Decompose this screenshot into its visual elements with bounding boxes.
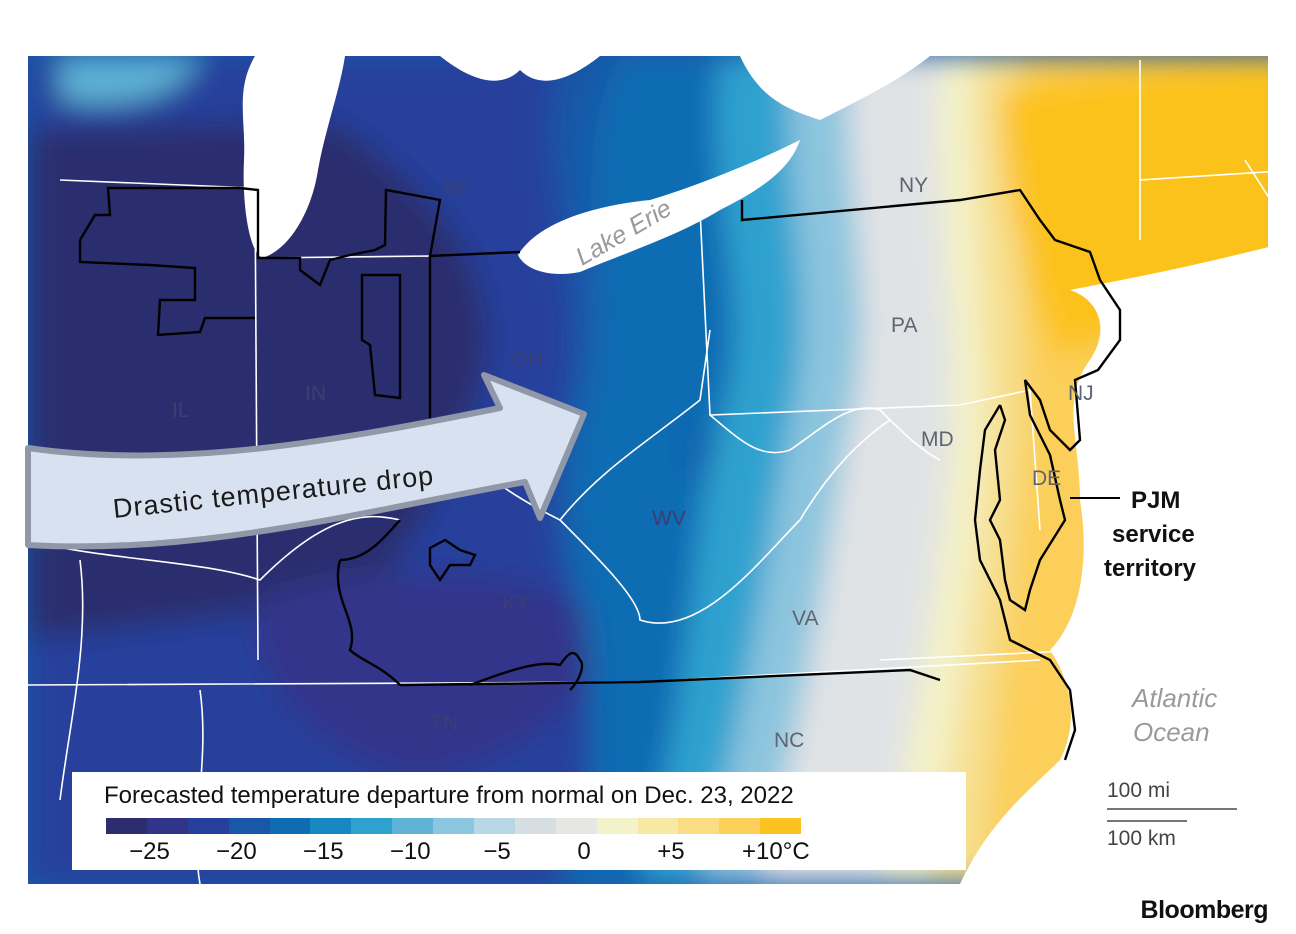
bloomberg-logo: Bloomberg [1141, 896, 1268, 924]
legend-tick-label: −10 [389, 838, 431, 865]
pjm-label-line2: service [1112, 521, 1195, 548]
state-label-tn: TN [430, 712, 458, 735]
legend-swatch [392, 818, 434, 834]
legend-swatch [433, 818, 475, 834]
legend-swatch [269, 818, 311, 834]
ocean-label-line1: Atlantic [1130, 683, 1217, 713]
state-label-oh: OH [511, 348, 543, 371]
legend-title: Forecasted temperature departure from no… [104, 782, 794, 809]
state-label-wv: WV [652, 507, 686, 530]
legend-tick-label: 0 [577, 838, 591, 865]
legend-swatch [555, 818, 597, 834]
state-label-de: DE [1032, 467, 1061, 490]
legend-swatch [474, 818, 515, 834]
state-label-mi: MI [443, 177, 466, 200]
scale-bar: 100 mi 100 km [1107, 779, 1237, 850]
state-label-md: MD [921, 428, 954, 451]
pjm-label-line1: PJM [1131, 487, 1180, 514]
legend-swatch [228, 818, 270, 834]
state-label-va: VA [792, 607, 818, 630]
state-label-pa: PA [891, 314, 917, 337]
legend-tick-label: −25 [129, 838, 170, 865]
legend-swatch [637, 818, 679, 834]
state-label-in: IN [305, 382, 326, 405]
legend-swatch [678, 818, 720, 834]
legend-swatch [719, 818, 761, 834]
pjm-border [78, 186, 1122, 761]
legend-swatch [596, 818, 638, 834]
state-label-il: IL [172, 399, 190, 422]
legend-tick-label: +5 [657, 838, 685, 865]
state-label-nc: NC [774, 729, 804, 752]
scale-miles-label: 100 mi [1107, 779, 1170, 802]
legend-tick-label: −20 [216, 838, 257, 865]
pjm-label-line3: territory [1104, 555, 1197, 582]
legend-tick-label: −15 [302, 838, 344, 865]
state-label-ny: NY [899, 174, 928, 197]
legend-ticks: −25 −20 −15 −10 −5 0 +5 +10°C [106, 838, 810, 866]
state-label-ky: KY [502, 592, 530, 615]
ocean-label-line2: Ocean [1133, 717, 1210, 747]
legend-swatch [187, 818, 229, 834]
scale-km-label: 100 km [1107, 827, 1176, 850]
legend: Forecasted temperature departure from no… [72, 772, 966, 870]
legend-swatch [760, 818, 802, 834]
legend-swatch [310, 818, 352, 834]
legend-tick-label: −5 [483, 838, 511, 865]
temperature-drop-arrow [25, 372, 587, 550]
state-label-nj: NJ [1068, 382, 1094, 405]
legend-tick-label: +10°C [742, 838, 810, 865]
legend-color-scale [106, 818, 802, 834]
legend-swatch [514, 818, 556, 834]
legend-swatch [351, 818, 393, 834]
legend-swatch [106, 818, 147, 834]
legend-swatch [146, 818, 188, 834]
